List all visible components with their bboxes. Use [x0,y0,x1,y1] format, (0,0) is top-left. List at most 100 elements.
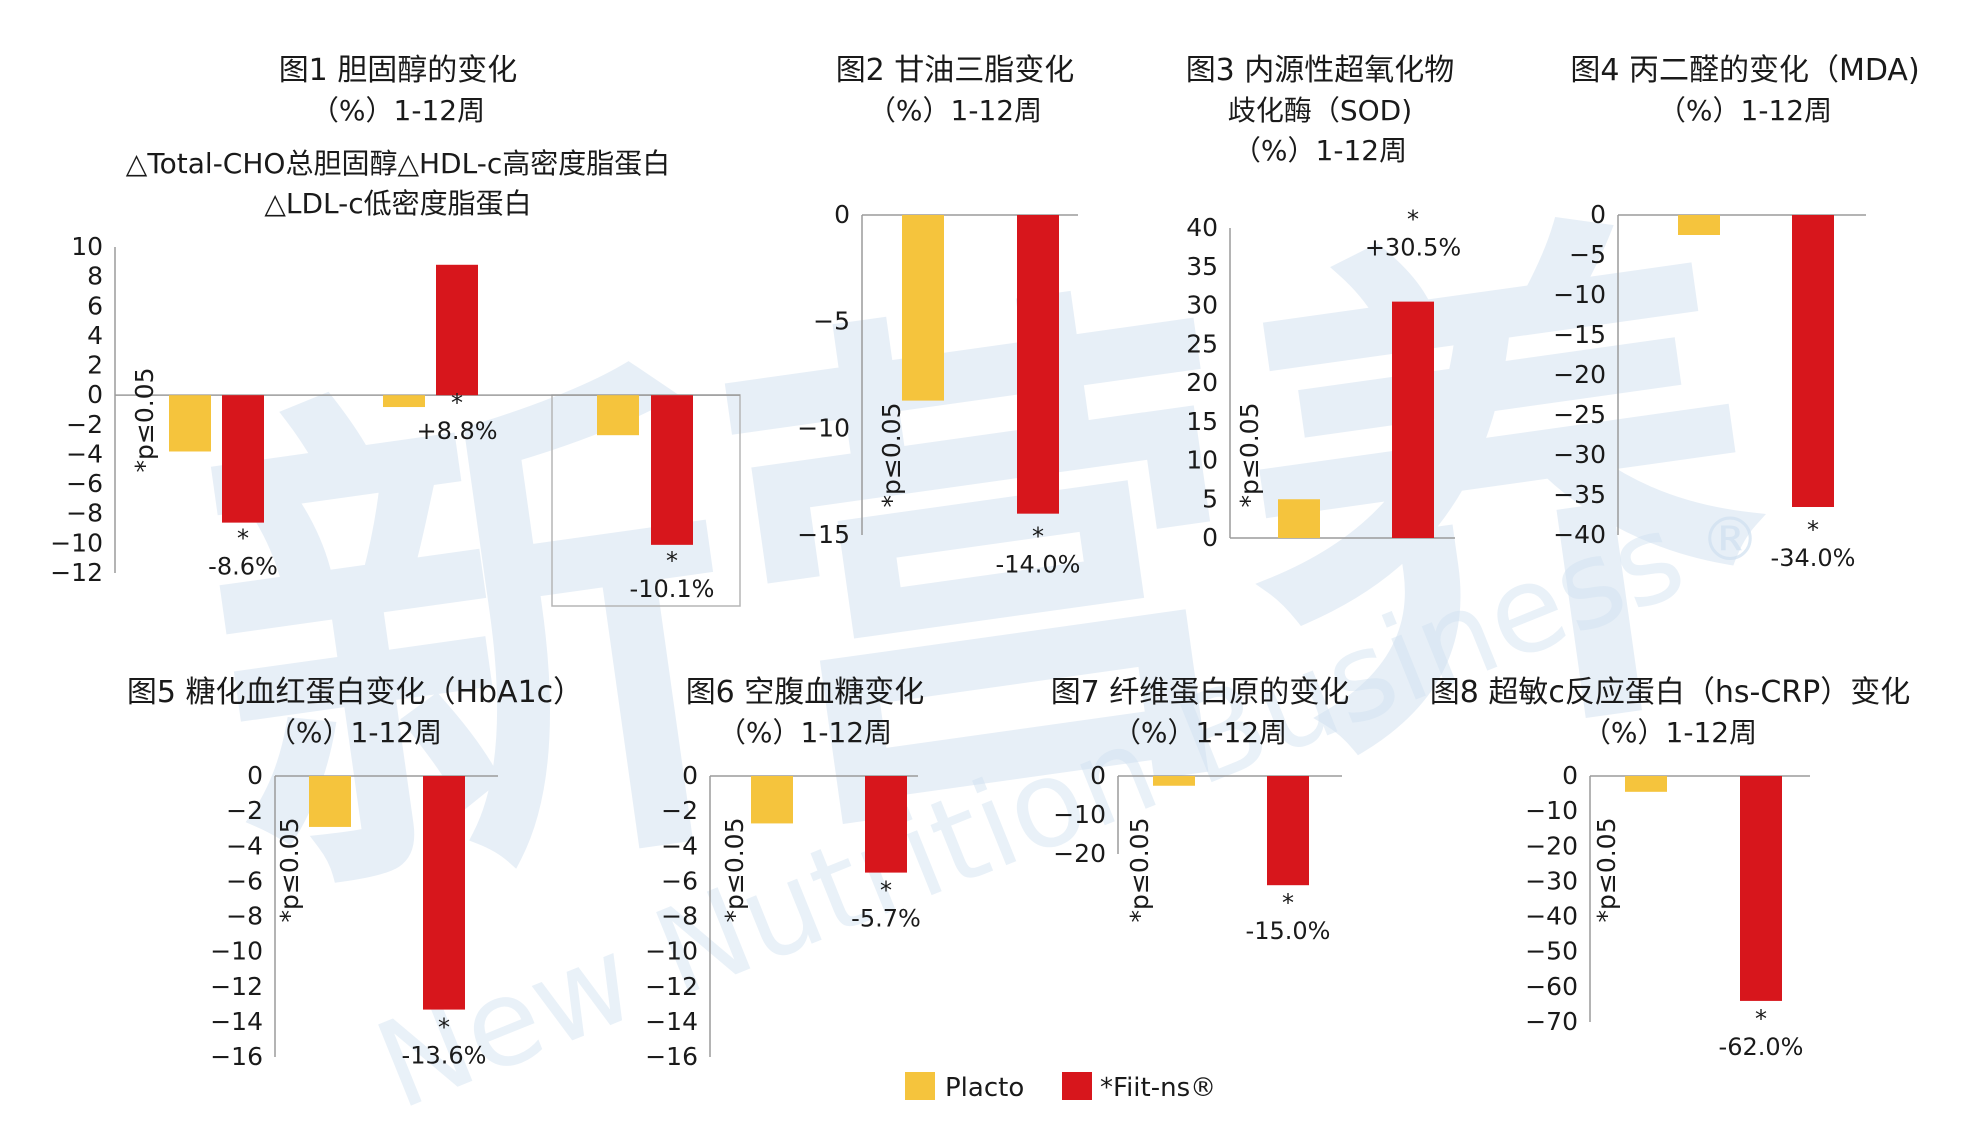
y-tick-label: 40 [1186,213,1218,242]
y-tick-label: 15 [1186,407,1218,436]
chart-title-line: （%）1-12周 [868,94,1042,127]
y-tick-label: −4 [66,439,103,468]
chart-title-line: （%）1-12周 [311,94,485,127]
legend-swatch-placebo [905,1072,935,1100]
y-tick-label: −15 [1553,320,1606,349]
y-tick-label: 10 [71,232,103,261]
chart-title-line: 歧化酶（SOD) [1228,94,1412,127]
y-tick-label: −5 [813,307,850,336]
legend-label-placebo: Placto [945,1073,1024,1103]
y-tick-label: 0 [834,200,850,229]
p-value-note: *p≤0.05 [130,368,159,473]
data-label: -10.1% [630,575,715,603]
watermark-registered: ® [1700,505,1760,575]
y-tick-label: −8 [226,902,263,931]
y-tick-label: 0 [1202,523,1218,552]
legend-swatch-treatment [1062,1072,1092,1100]
y-tick-label: −12 [645,972,698,1001]
data-label: -15.0% [1246,917,1331,945]
bar-placebo [1625,776,1667,792]
bar-treatment [1267,776,1309,886]
bar-placebo [597,395,639,436]
y-tick-label: −6 [661,866,698,895]
chart-cholesterol: 图1 胆固醇的变化 （%）1-12周 △Total-CHO总胆固醇△HDL-c高密度… [50,53,741,607]
y-tick-label: −2 [66,410,103,439]
chart-title-line: 图3 内源性超氧化物 [1186,53,1455,88]
data-label: -8.6% [208,553,278,581]
bar-treatment [865,776,907,873]
bar-treatment [1740,776,1782,1001]
y-tick-label: −12 [210,972,263,1001]
chart-title-line: （%）1-12周 [1113,716,1287,749]
chart-title-line: 图2 甘油三脂变化 [836,53,1075,88]
y-tick-label: 0 [87,380,103,409]
y-tick-label: −40 [1553,520,1606,549]
bar-placebo [1153,776,1195,786]
significance-asterisk: * [451,389,463,417]
y-tick-label: 0 [247,761,263,790]
y-tick-label: −10 [797,413,850,442]
y-tick-label: −20 [1053,839,1106,868]
y-tick-label: −8 [66,499,103,528]
chart-title-line: 图7 纤维蛋白原的变化 [1051,675,1350,710]
bar-placebo [1278,499,1320,538]
y-tick-label: 4 [87,321,103,350]
y-tick-label: 25 [1186,329,1218,358]
significance-asterisk: * [1755,1005,1767,1033]
p-value-note: *p≤0.05 [275,818,304,923]
significance-asterisk: * [1807,516,1819,544]
y-tick-label: −5 [1569,240,1606,269]
bar-placebo [902,215,944,401]
y-tick-label: −30 [1553,440,1606,469]
y-tick-label: −20 [1525,831,1578,860]
bar-treatment [1017,215,1059,514]
significance-asterisk: * [880,877,892,905]
y-tick-label: −12 [50,558,103,587]
y-tick-label: 8 [87,262,103,291]
bar-placebo [1678,215,1720,235]
significance-asterisk: * [1032,523,1044,551]
bar-placebo [383,395,425,408]
p-value-note: *p≤0.05 [720,818,749,923]
y-tick-label: 0 [1590,200,1606,229]
y-tick-label: −6 [226,866,263,895]
y-tick-label: −14 [645,1007,698,1036]
data-label: -14.0% [996,551,1081,579]
data-label: -13.6% [402,1042,487,1070]
y-tick-label: −35 [1553,480,1606,509]
y-tick-label: −10 [645,937,698,966]
y-tick-label: 0 [682,761,698,790]
significance-asterisk: * [1282,889,1294,917]
y-tick-label: −10 [50,528,103,557]
chart-subtitle-line: △LDL-c低密度脂蛋白 [264,187,531,220]
y-tick-label: 35 [1186,252,1218,281]
chart-subtitle-line: △Total-CHO总胆固醇△HDL-c高密度脂蛋白 [126,147,670,180]
y-tick-label: 0 [1562,761,1578,790]
chart-title-line: （%）1-12周 [1233,134,1407,167]
chart-title-line: 图8 超敏c反应蛋白（hs-CRP）变化 [1430,675,1910,710]
chart-title-line: 图6 空腹血糖变化 [686,675,925,710]
chart-fasting-glucose: 图6 空腹血糖变化 （%）1-12周 0 −2 −4 −6 −8 −10 −12 −14 −16 *-… [645,675,924,1071]
y-tick-label: −6 [66,469,103,498]
y-tick-label: −16 [210,1042,263,1071]
significance-asterisk: * [438,1014,450,1042]
legend-label-treatment: *Fiit-ns® [1100,1073,1216,1103]
chart-title-line: （%）1-12周 [1658,94,1832,127]
y-tick-label: −10 [1553,280,1606,309]
p-value-note: *p≤0.05 [1592,818,1621,923]
data-label: +8.8% [416,417,497,445]
p-value-note: *p≤0.05 [1235,403,1264,508]
legend: Placto *Fiit-ns® [905,1072,1216,1103]
y-tick-label: −15 [797,520,850,549]
bar-treatment [222,395,264,523]
y-tick-label: −10 [1053,800,1106,829]
y-tick-label: −4 [661,831,698,860]
bar-treatment [423,776,465,1010]
bar-treatment [436,264,478,396]
data-label: +30.5% [1365,234,1461,262]
y-tick-label: −2 [661,796,698,825]
chart-title-line: 图1 胆固醇的变化 [279,53,518,88]
p-value-note: *p≤0.05 [877,403,906,508]
